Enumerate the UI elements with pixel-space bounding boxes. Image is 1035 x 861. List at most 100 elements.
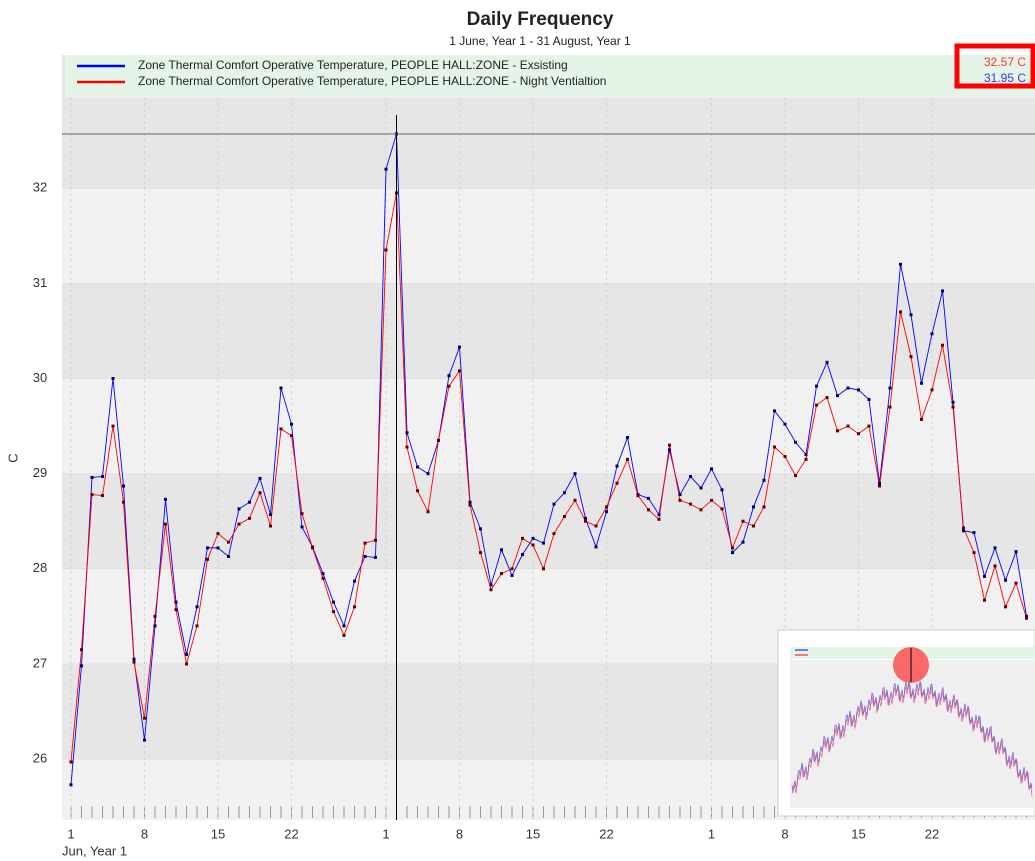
data-point [384,248,388,252]
data-point [195,624,199,628]
data-point [815,403,818,407]
data-point [111,377,115,381]
data-point [689,475,692,479]
data-point [710,498,713,502]
data-point [164,497,167,501]
x-tick-label: 8 [456,826,463,841]
data-point [80,664,83,668]
y-tick-label: 27 [33,655,47,670]
data-point [185,662,188,666]
data-point [836,394,839,398]
data-point [1014,550,1018,554]
data-point [300,512,304,516]
data-point [143,738,146,742]
data-point [699,486,703,490]
data-point [468,503,472,507]
data-point [668,443,671,447]
data-point [521,536,524,540]
data-point [626,457,629,461]
data-point [174,608,178,612]
data-point [206,546,209,550]
data-point [1025,614,1028,618]
data-point [500,548,503,552]
data-point [983,598,986,602]
data-point [248,500,251,504]
data-point [752,505,755,509]
data-point [90,493,94,497]
data-point [237,507,241,511]
chart-subtitle: 1 June, Year 1 - 31 August, Year 1 [449,34,631,48]
data-point [69,760,73,764]
data-point [615,464,619,468]
data-point [741,519,745,523]
data-point [1004,578,1007,582]
x-tick-label: 8 [781,826,788,841]
data-point [941,343,944,347]
data-point [374,538,377,542]
data-point [531,536,535,540]
chart-title: Daily Frequency [467,9,614,30]
data-point [552,532,556,536]
data-point [815,384,818,388]
data-point [510,567,514,571]
readout: 32.57 C 31.95 C [954,43,1035,89]
data-point [846,424,850,428]
data-point [689,502,692,506]
data-point [426,472,430,476]
y-tick-label: 31 [33,275,47,290]
data-point [920,417,923,421]
data-point [825,396,829,400]
data-point [447,374,451,378]
data-point [237,522,241,526]
data-point [374,555,377,559]
data-point [951,405,955,409]
data-point [111,424,115,428]
legend-background [65,55,1035,98]
data-point [258,491,262,495]
data-point [909,313,913,317]
data-point [731,551,734,555]
data-point [269,524,272,528]
data-point [479,527,482,531]
x-axis-sub-label: Jun, Year 1 [62,843,127,858]
data-point [279,386,283,390]
data-point [363,541,367,545]
data-point [857,388,860,392]
data-point [479,551,482,555]
data-point [710,467,713,471]
data-point [584,516,587,520]
data-point [363,554,367,558]
data-point [542,567,545,571]
inset-line [791,682,1033,797]
data-point [951,400,955,404]
data-point [972,531,976,535]
plot-band [62,283,1035,379]
data-point [80,648,83,652]
y-tick-label: 26 [33,751,47,766]
data-point [174,600,178,604]
data-point [353,605,356,609]
data-point [563,514,566,518]
data-point [993,546,997,550]
data-point [594,545,598,549]
y-tick-label: 28 [33,560,47,575]
data-point [290,422,293,426]
data-point [437,438,440,442]
data-point [384,167,388,171]
data-point [962,526,965,530]
data-point [836,429,839,433]
data-point [300,525,304,529]
x-tick-label: 15 [526,826,540,841]
data-point [521,553,524,557]
inset-lines [791,681,1033,797]
data-point [405,445,409,449]
data-point [206,557,209,561]
data-point [888,386,892,390]
data-point [353,579,356,583]
data-point [584,519,587,523]
x-tick-label: 1 [67,826,74,841]
data-point [258,476,262,480]
data-point [290,434,293,438]
data-point [657,517,661,521]
x-tick-label: 1 [708,826,715,841]
